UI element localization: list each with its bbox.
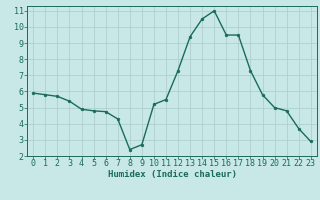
X-axis label: Humidex (Indice chaleur): Humidex (Indice chaleur) [108,170,236,179]
